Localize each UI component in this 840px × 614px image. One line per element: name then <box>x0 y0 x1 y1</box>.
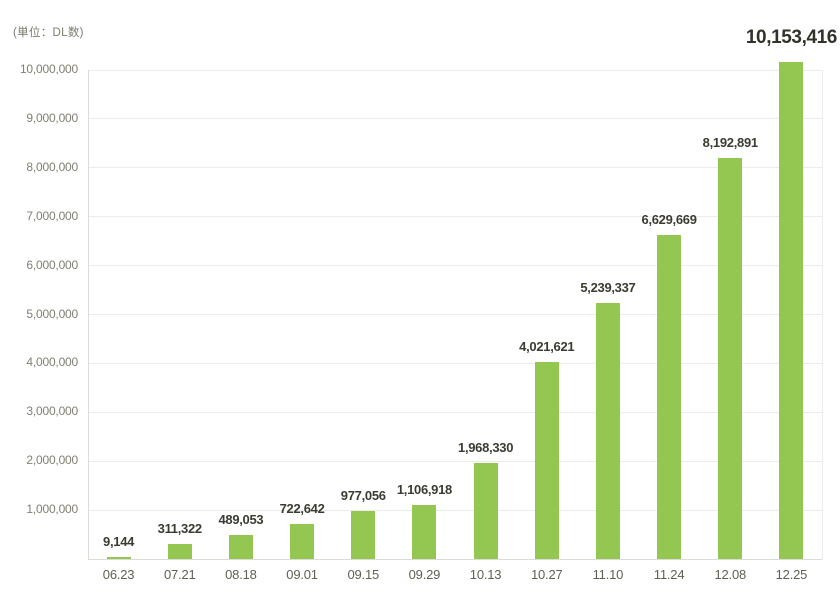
x-axis-tick-label: 09.29 <box>408 567 441 582</box>
y-axis-tick-label: 10,000,000 <box>19 62 78 76</box>
x-axis-tick-label: 09.01 <box>286 567 318 582</box>
gridline <box>88 69 822 71</box>
bar-11.10 <box>595 303 620 559</box>
y-axis-tick-label: 9,000,000 <box>26 110 78 125</box>
bar-value-label: 489,053 <box>218 512 264 527</box>
gridline <box>88 118 822 120</box>
x-axis-tick-label: 10.13 <box>469 567 502 582</box>
bar-09.29 <box>412 505 437 559</box>
x-axis-line <box>88 559 822 560</box>
gridline <box>88 265 822 267</box>
y-axis-tick-label: 2,000,000 <box>26 453 78 468</box>
bar-value-label: 8,192,891 <box>702 135 758 150</box>
bar-09.01 <box>290 524 315 559</box>
x-axis-tick-label: 10.27 <box>530 567 563 582</box>
x-axis-tick-label: 07.21 <box>163 567 196 582</box>
unit-label: (単位：DL数) <box>13 27 84 39</box>
y-axis-tick-label: 7,000,000 <box>26 208 78 223</box>
bar-value-label: 5,239,337 <box>580 280 636 295</box>
bar-value-label: 977,056 <box>340 488 386 503</box>
y-axis-tick-label: 6,000,000 <box>26 257 78 272</box>
x-axis-tick-label: 12.08 <box>714 567 747 582</box>
y-axis-tick-label: 5,000,000 <box>26 306 78 321</box>
y-axis-tick-label: 1,000,000 <box>26 502 78 517</box>
x-axis-tick-label: 06.23 <box>102 567 135 582</box>
bar-value-label: 6,629,669 <box>641 212 697 227</box>
bar-12.25 <box>779 62 804 559</box>
bar-09.15 <box>351 511 376 559</box>
gridline <box>88 460 822 462</box>
y-axis-tick-label: 8,000,000 <box>26 159 78 174</box>
bar-07.21 <box>167 544 192 559</box>
gridline <box>88 314 822 315</box>
bar-10.13 <box>473 463 498 559</box>
x-axis-tick-label: 09.15 <box>347 567 380 582</box>
bar-value-label: 10,153,416 <box>745 27 837 48</box>
x-axis-tick-label: 11.10 <box>592 567 624 582</box>
bar-06.23 <box>106 557 131 559</box>
bar-value-label: 9,144 <box>103 534 135 549</box>
gridline <box>88 509 822 511</box>
gridline <box>88 216 822 218</box>
x-axis-tick-label: 12.25 <box>775 567 808 582</box>
y-axis-tick-label: 4,000,000 <box>26 355 78 370</box>
bar-11.24 <box>657 235 682 559</box>
bar-value-label: 722,642 <box>279 501 325 516</box>
bar-10.27 <box>534 362 559 559</box>
gridline <box>88 362 822 364</box>
bar-08.18 <box>228 535 253 559</box>
plot-right-border <box>822 70 823 559</box>
y-axis-line <box>88 70 89 559</box>
y-axis-tick-label: 3,000,000 <box>26 404 78 419</box>
x-axis-tick-label: 11.24 <box>653 567 685 582</box>
gridline <box>88 411 822 413</box>
bar-value-label: 1,968,330 <box>458 440 514 455</box>
bar-value-label: 4,021,621 <box>519 339 575 354</box>
bar-value-label: 311,322 <box>157 521 202 536</box>
x-axis-tick-label: 08.18 <box>225 567 257 582</box>
bar-12.08 <box>718 158 743 559</box>
bar-value-label: 1,106,918 <box>396 482 452 497</box>
gridline <box>88 167 822 169</box>
